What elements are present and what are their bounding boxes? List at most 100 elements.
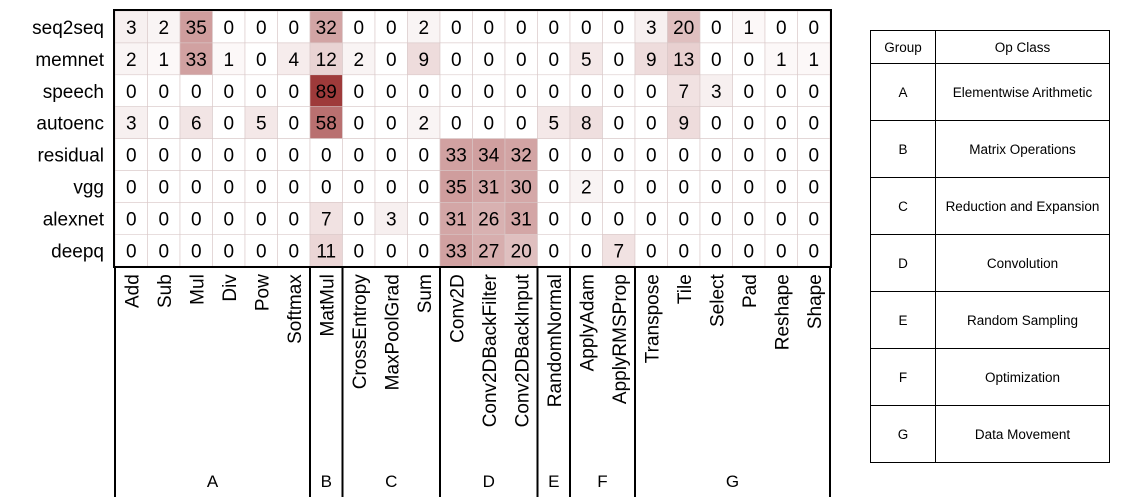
cell-value-label: 0: [808, 209, 819, 230]
cell-value-label: 0: [223, 241, 234, 262]
cell-value-label: 0: [613, 50, 624, 71]
cell-value-label: 0: [613, 18, 624, 39]
heatmap-cell: [439, 202, 473, 235]
cell-value-label: 7: [321, 209, 332, 230]
column-label: Shape: [805, 274, 826, 329]
heatmap-cell: [602, 202, 636, 235]
row-labels: seq2seq memnet speech autoenc residual vgg ale…: [32, 18, 105, 262]
heatmap-cell: [374, 170, 408, 203]
column-label: MatMul: [317, 274, 338, 336]
heatmap-cell: [309, 234, 343, 267]
heatmap-cell: [732, 42, 766, 76]
cell-value-label: 0: [288, 241, 299, 262]
heatmap-cell: [504, 106, 538, 139]
heatmap-cell: [732, 74, 766, 108]
cell-value-label: 0: [808, 146, 819, 167]
heatmap-cell: [147, 202, 181, 235]
heatmap-cell-values: 3 2 35 0 0 0 32 0 0 2 0 0 0 0 0 0 3 20 0 1 0 02 1 33 1 0 4 12 2 0 9 0 0 0…: [126, 18, 819, 262]
heatmap-cell: [277, 170, 311, 203]
column-label: Sum: [415, 274, 436, 313]
cell-value-label: 0: [353, 241, 364, 262]
cell-value-label: 0: [678, 146, 689, 167]
cell-value-label: 0: [288, 177, 299, 198]
cell-value-label: 0: [581, 18, 592, 39]
row-label: alexnet: [43, 209, 105, 230]
cell-value-label: 0: [548, 146, 559, 167]
column-label: Div: [220, 274, 241, 302]
cell-value-label: 0: [386, 114, 397, 135]
heatmap-cell: [147, 170, 181, 203]
heatmap-cell: [309, 138, 343, 171]
cell-value-label: 0: [711, 241, 722, 262]
cell-value-label: 0: [483, 50, 494, 71]
legend-header-op-class: Op Class: [935, 30, 1110, 64]
cell-value-label: 0: [386, 82, 397, 103]
heatmap-cell: [374, 42, 408, 76]
cell-value-label: 0: [353, 114, 364, 135]
cell-value-label: 0: [451, 114, 462, 135]
heatmap-cell: [342, 170, 376, 203]
cell-value-label: 0: [613, 177, 624, 198]
column-label: MaxPoolGrad: [382, 274, 403, 390]
cell-value-label: 3: [711, 82, 722, 103]
cell-value-label: 0: [191, 82, 202, 103]
heatmap-cell: [147, 106, 181, 139]
cell-value-label: 0: [191, 177, 202, 198]
cell-value-label: 0: [256, 18, 267, 39]
heatmap-cell: [277, 10, 311, 44]
heatmap-cell: [504, 234, 538, 267]
cell-value-label: 0: [808, 18, 819, 39]
cell-value-label: 0: [126, 241, 137, 262]
heatmap-cell: [764, 10, 798, 44]
column-label: Conv2DBackFilter: [480, 274, 501, 428]
cell-value-label: 0: [808, 241, 819, 262]
cell-value-label: 2: [353, 50, 364, 71]
cell-value-label: 0: [223, 114, 234, 135]
cell-value-label: 0: [548, 177, 559, 198]
cell-value-label: 0: [646, 241, 657, 262]
heatmap-cell: [244, 170, 278, 203]
row-label: autoenc: [36, 114, 104, 135]
cell-value-label: 32: [316, 18, 337, 39]
cell-value-label: 0: [158, 209, 169, 230]
cell-value-label: 0: [548, 18, 559, 39]
heatmap-cell: [179, 42, 213, 76]
heatmap-cell: [179, 74, 213, 108]
cell-value-label: 5: [581, 50, 592, 71]
cell-value-label: 0: [288, 18, 299, 39]
cell-value-label: 0: [808, 177, 819, 198]
cell-value-label: 0: [646, 209, 657, 230]
heatmap-cell: [764, 234, 798, 267]
heatmap-cell: [212, 74, 246, 108]
cell-value-label: 0: [548, 50, 559, 71]
cell-value-label: 0: [613, 209, 624, 230]
heatmap-cell: [537, 170, 571, 203]
cell-value-label: 0: [353, 146, 364, 167]
heatmap-cell: [797, 106, 831, 139]
cell-value-label: 0: [711, 50, 722, 71]
heatmap-cell: [569, 202, 603, 235]
cell-value-label: 0: [353, 177, 364, 198]
heatmap-frame: [113, 9, 832, 268]
cell-value-label: 0: [256, 82, 267, 103]
cell-value-label: 0: [581, 209, 592, 230]
heatmap-cell: [537, 234, 571, 267]
cell-value-label: 0: [743, 209, 754, 230]
cell-value-label: 0: [256, 241, 267, 262]
cell-value-label: 0: [646, 82, 657, 103]
cell-value-label: 5: [548, 114, 559, 135]
legend-header-group: Group: [870, 30, 936, 64]
heatmap-cell: [439, 170, 473, 203]
cell-value-label: 31: [478, 177, 499, 198]
heatmap-cell: [634, 10, 668, 44]
heatmap-cell: [309, 202, 343, 235]
heatmap-cell: [407, 106, 441, 139]
cell-value-label: 0: [191, 146, 202, 167]
heatmap-cell: [634, 202, 668, 235]
legend-group: B: [870, 120, 936, 178]
op-class-legend-table: Group Op Class A Elementwise Arithmetic …: [870, 30, 1110, 463]
cell-value-label: 0: [321, 146, 332, 167]
heatmap-cell: [797, 234, 831, 267]
legend-op-class: Matrix Operations: [935, 120, 1110, 178]
